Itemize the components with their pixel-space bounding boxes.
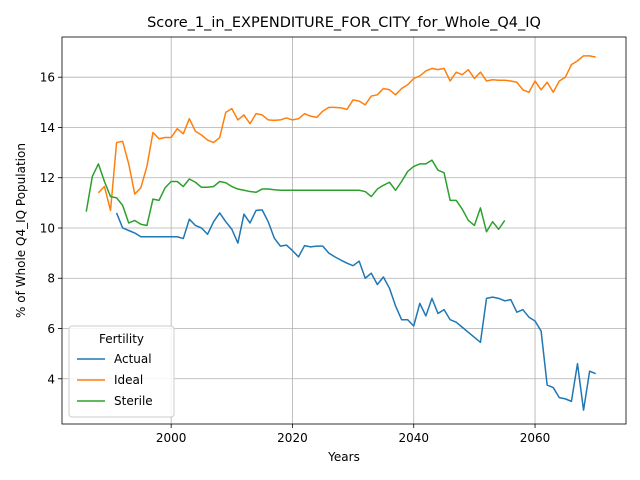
y-tick-label: 16 [40, 71, 55, 85]
x-axis-ticks: 2000 2020 2040 2060 [156, 424, 550, 445]
legend-title: Fertility [99, 332, 144, 346]
series-line-sterile [85, 159, 506, 233]
y-tick-label: 12 [40, 171, 55, 185]
series-layer [85, 55, 596, 411]
y-axis-ticks: 4 6 8 10 12 14 16 [40, 71, 62, 386]
y-axis-label: % of Whole Q4_IQ Population [14, 143, 28, 318]
legend-label-sterile: Sterile [114, 394, 153, 408]
y-tick-label: 10 [40, 221, 55, 235]
x-tick-label: 2020 [277, 431, 308, 445]
legend-label-ideal: Ideal [114, 373, 143, 387]
legend-items: Actual Ideal Sterile [77, 352, 153, 408]
x-tick-label: 2040 [398, 431, 429, 445]
x-tick-label: 2000 [156, 431, 187, 445]
y-tick-label: 4 [47, 372, 55, 386]
series-line-actual [115, 209, 596, 411]
x-tick-label: 2060 [520, 431, 551, 445]
x-axis-label: Years [327, 450, 360, 464]
series-line-ideal [97, 55, 596, 212]
y-tick-label: 8 [47, 272, 55, 286]
y-tick-label: 6 [47, 322, 55, 336]
legend-label-actual: Actual [114, 352, 152, 366]
y-tick-label: 14 [40, 121, 55, 135]
legend: Fertility Actual Ideal Sterile [68, 325, 175, 418]
plot-frame [61, 36, 627, 425]
legend-box [68, 325, 175, 418]
chart-title: Score_1_in_EXPENDITURE_FOR_CITY_for_Whol… [147, 15, 541, 31]
